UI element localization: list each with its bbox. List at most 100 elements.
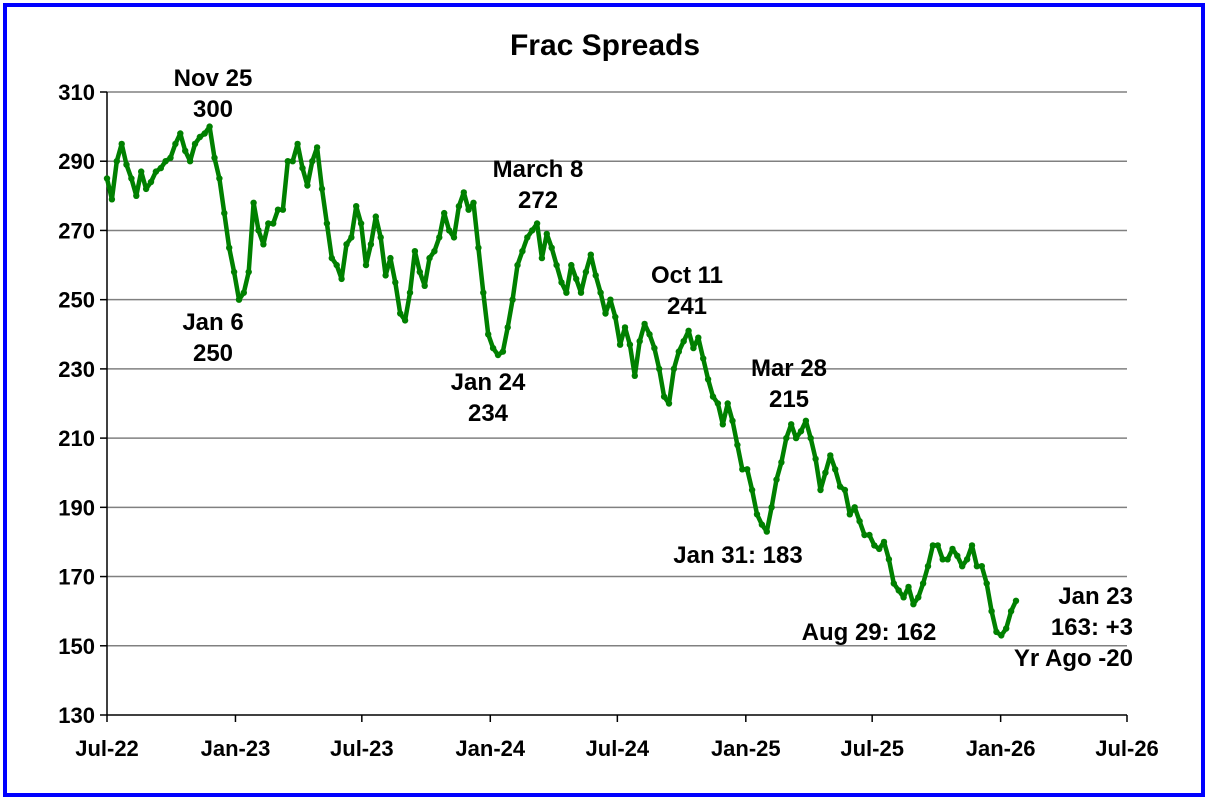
data-point bbox=[411, 248, 419, 255]
x-tick-label: Jul-24 bbox=[586, 736, 650, 761]
x-tick-label: Jul-23 bbox=[330, 736, 394, 761]
data-point bbox=[700, 355, 707, 362]
y-tick-label: 270 bbox=[58, 218, 95, 243]
data-point bbox=[729, 417, 736, 424]
data-point bbox=[680, 338, 687, 345]
data-point bbox=[783, 434, 790, 442]
data-point bbox=[206, 123, 213, 130]
data-point bbox=[885, 556, 893, 563]
y-tick-label: 250 bbox=[58, 288, 95, 313]
annotation-line: 272 bbox=[518, 187, 558, 214]
x-tick-label: Jul-22 bbox=[75, 736, 139, 761]
data-point bbox=[626, 341, 634, 348]
data-point bbox=[675, 348, 682, 355]
data-point bbox=[138, 168, 145, 175]
annotation-line: March 8 bbox=[493, 156, 584, 183]
data-point bbox=[817, 486, 824, 494]
annotation-line: Jan 23 bbox=[1058, 583, 1133, 610]
data-point bbox=[1007, 608, 1015, 615]
data-point bbox=[167, 154, 174, 161]
annotation-line: 241 bbox=[667, 293, 707, 320]
data-point bbox=[631, 372, 638, 379]
gridlines bbox=[107, 91, 1127, 647]
data-point bbox=[186, 158, 194, 165]
data-point bbox=[612, 313, 619, 321]
data-point bbox=[401, 317, 409, 324]
data-point bbox=[954, 552, 961, 559]
data-point bbox=[832, 466, 839, 473]
data-point bbox=[641, 320, 648, 328]
y-tick-label: 310 bbox=[58, 80, 95, 105]
data-point bbox=[304, 182, 311, 189]
data-point bbox=[221, 209, 228, 217]
data-point bbox=[357, 220, 365, 227]
data-point bbox=[108, 196, 116, 203]
data-point bbox=[162, 158, 169, 165]
data-point bbox=[827, 452, 834, 459]
data-point bbox=[866, 531, 873, 539]
data-point bbox=[230, 268, 238, 276]
data-point bbox=[362, 261, 370, 269]
data-point bbox=[318, 185, 326, 193]
annotation-line: 163: +3 bbox=[1051, 614, 1133, 641]
data-point bbox=[494, 351, 502, 359]
data-point bbox=[216, 175, 223, 182]
data-point bbox=[265, 220, 272, 227]
data-point bbox=[861, 531, 868, 539]
data-point bbox=[328, 254, 335, 262]
data-point bbox=[274, 206, 282, 213]
data-point bbox=[959, 563, 966, 570]
data-point bbox=[240, 289, 247, 296]
data-point bbox=[988, 608, 995, 615]
series-line bbox=[104, 124, 1019, 638]
data-point bbox=[392, 279, 399, 286]
annotation-line: Mar 28 bbox=[751, 355, 827, 382]
data-point bbox=[993, 628, 1000, 636]
data-point bbox=[128, 175, 135, 182]
data-point bbox=[460, 189, 467, 196]
chart-title: Frac Spreads bbox=[510, 29, 700, 62]
annotation-line: Nov 25 bbox=[174, 65, 253, 92]
data-point bbox=[822, 469, 829, 476]
data-point bbox=[533, 220, 541, 227]
data-point bbox=[338, 275, 345, 283]
data-point bbox=[147, 178, 155, 186]
data-point bbox=[890, 580, 897, 587]
data-point bbox=[387, 254, 394, 262]
data-point bbox=[660, 393, 668, 400]
data-point bbox=[734, 441, 741, 449]
data-point bbox=[416, 268, 423, 276]
data-point bbox=[504, 324, 511, 331]
series-layer bbox=[103, 123, 1020, 639]
x-tick-label: Jul-26 bbox=[1095, 736, 1159, 761]
data-point bbox=[836, 483, 844, 490]
data-point bbox=[367, 241, 375, 248]
data-point bbox=[182, 147, 189, 154]
annotation-label: Jan 23 163: +3 Yr Ago -20 bbox=[1014, 583, 1133, 672]
data-point bbox=[983, 580, 990, 587]
data-point bbox=[978, 563, 985, 570]
data-point bbox=[436, 234, 443, 241]
data-point bbox=[939, 556, 946, 563]
y-tick-label: 150 bbox=[58, 634, 95, 659]
data-point bbox=[142, 185, 150, 193]
data-point bbox=[924, 563, 932, 570]
annotation-line: Jan 6 bbox=[182, 309, 243, 336]
axes bbox=[100, 91, 1128, 722]
data-point bbox=[714, 400, 722, 407]
data-point bbox=[582, 268, 590, 276]
data-point bbox=[509, 296, 516, 303]
data-point bbox=[753, 511, 761, 518]
data-point bbox=[602, 310, 609, 317]
annotation-line: Aug 29: 162 bbox=[802, 619, 937, 646]
data-point bbox=[382, 272, 389, 279]
data-point bbox=[568, 261, 575, 269]
data-point bbox=[724, 400, 731, 407]
data-point bbox=[172, 140, 179, 148]
data-point bbox=[944, 556, 951, 563]
data-point bbox=[201, 130, 208, 137]
x-tick-label: Jan-23 bbox=[201, 736, 271, 761]
data-point bbox=[270, 220, 277, 227]
data-point bbox=[421, 282, 428, 289]
